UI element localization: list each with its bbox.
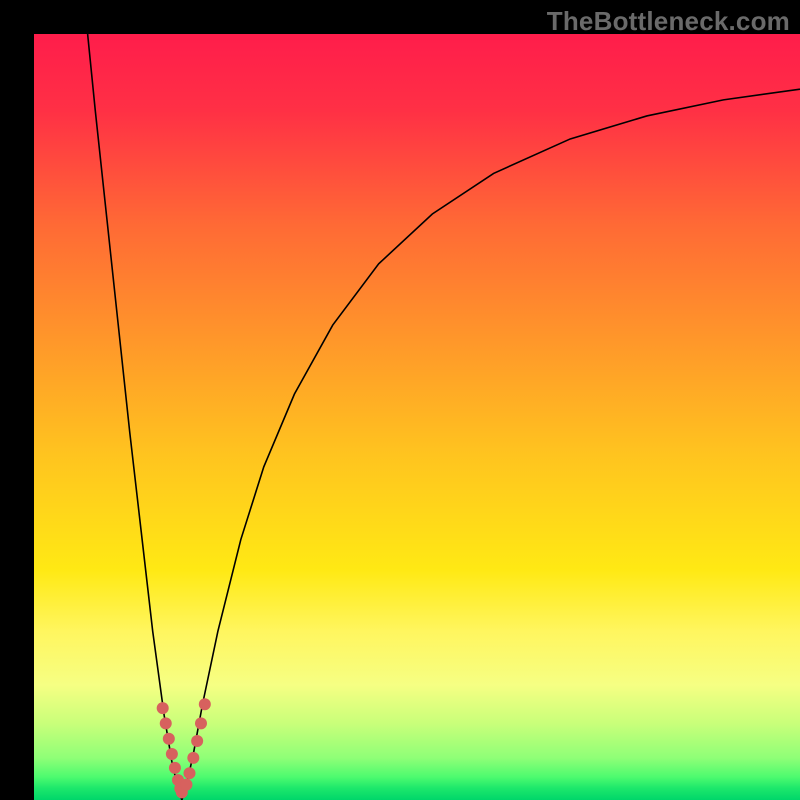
plot-area [34, 34, 800, 800]
plot-svg [34, 34, 800, 800]
marker-point [195, 717, 207, 729]
marker-point [199, 698, 211, 710]
marker-point [191, 735, 203, 747]
marker-point [166, 748, 178, 760]
chart-frame: TheBottleneck.com [0, 0, 800, 800]
marker-point [169, 762, 181, 774]
marker-point [187, 752, 199, 764]
marker-point [157, 702, 169, 714]
marker-point [160, 717, 172, 729]
marker-point [184, 767, 196, 779]
gradient-bg [34, 34, 800, 800]
marker-point [180, 779, 192, 791]
watermark-text: TheBottleneck.com [547, 6, 790, 37]
marker-point [163, 733, 175, 745]
